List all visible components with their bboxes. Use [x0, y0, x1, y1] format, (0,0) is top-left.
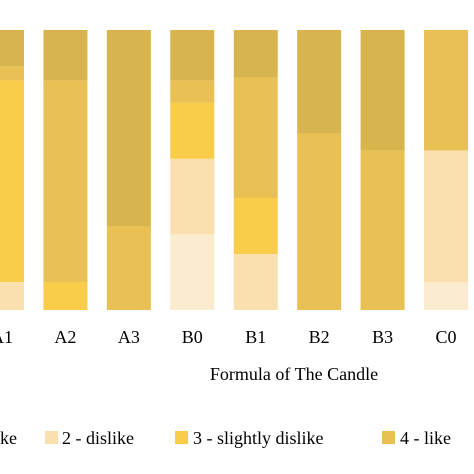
bar-segment-a2-s5 — [43, 30, 88, 81]
bar-segment-b0-s4 — [170, 80, 215, 103]
bar-segment-a2-s3 — [43, 282, 88, 310]
x-axis-title: Formula of The Candle — [210, 364, 378, 384]
bars-group — [0, 30, 469, 310]
bar-segment-a3-s5 — [106, 30, 151, 226]
x-tick-labels: A1 A2 A3 B0 B1 B2 B3 C0 — [0, 327, 457, 347]
legend-swatch-4 — [382, 431, 395, 444]
x-tick-label-b1: B1 — [245, 327, 266, 347]
bar-segment-a2-s4 — [43, 80, 88, 283]
x-tick-label-a3: A3 — [118, 327, 140, 347]
bar-segment-b0-s5 — [170, 30, 215, 81]
bar-segment-a3-s4 — [106, 226, 151, 310]
bar-segment-c0-s2 — [424, 150, 469, 282]
x-tick-label-c0: C0 — [436, 327, 457, 347]
bar-segment-b0-s1 — [170, 234, 215, 310]
bar-segment-a1-s3 — [0, 80, 24, 283]
bar-segment-b1-s5 — [233, 30, 278, 78]
bar-segment-a1-s2 — [0, 282, 24, 310]
legend: ike 2 - dislike 3 - slightly dislike 4 - li… — [0, 428, 451, 448]
bar-segment-b2-s4 — [297, 133, 342, 310]
x-tick-label-b3: B3 — [372, 327, 393, 347]
bar-segment-c0-s4 — [424, 30, 469, 151]
bar-segment-b0-s2 — [170, 158, 215, 235]
legend-label-2: 2 - dislike — [62, 428, 134, 448]
bar-segment-b0-s3 — [170, 102, 215, 159]
legend-label-4: 4 - like — [400, 428, 451, 448]
bar-segment-a1-s5 — [0, 30, 24, 67]
x-tick-label-b0: B0 — [182, 327, 203, 347]
bar-segment-b3-s4 — [360, 150, 405, 310]
bar-segment-b2-s5 — [297, 30, 342, 134]
x-tick-label-a1: A1 — [0, 327, 13, 347]
bar-segment-c0-s1 — [424, 282, 469, 310]
bar-segment-a1-s4 — [0, 66, 24, 81]
bar-segment-b1-s2 — [233, 254, 278, 310]
bar-segment-b3-s5 — [360, 30, 405, 151]
legend-swatch-2 — [45, 431, 58, 444]
x-tick-label-a2: A2 — [54, 327, 76, 347]
bar-segment-b1-s4 — [233, 77, 278, 198]
legend-label-1: ike — [0, 428, 17, 448]
legend-label-3: 3 - slightly dislike — [193, 428, 324, 448]
x-tick-label-b2: B2 — [309, 327, 330, 347]
bar-segment-b1-s3 — [233, 198, 278, 254]
legend-swatch-3 — [175, 431, 188, 444]
